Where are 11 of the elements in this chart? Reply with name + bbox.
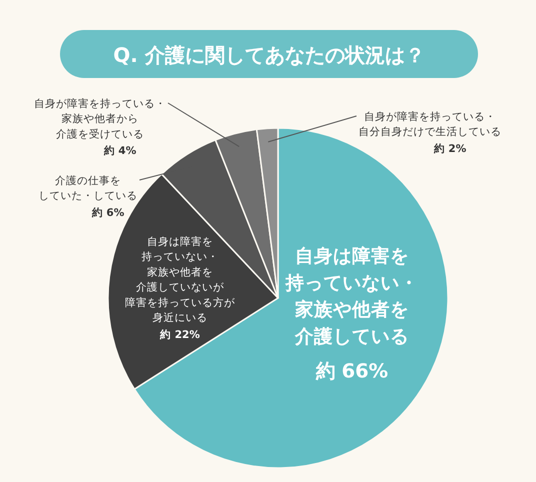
slice-label: 自身が障害を持っている・家族や他者から介護を受けている bbox=[34, 97, 166, 140]
slice-label: 自身が障害を持っている・自分自身だけで生活している bbox=[358, 110, 502, 138]
data-label: 約 22% bbox=[159, 328, 200, 341]
data-label: 約 6% bbox=[90, 206, 125, 219]
data-label: 約 4% bbox=[102, 144, 137, 158]
data-label: 約 66% bbox=[314, 359, 388, 382]
slice-label: 自身は障害を持っていない・家族や他者を介護していないが障害を持っている方が身近にいる bbox=[125, 235, 236, 324]
chart-title: Q. 介護に関してあなたの状況は？ bbox=[113, 43, 425, 67]
data-label: 約 2% bbox=[432, 142, 467, 155]
slice-label: 介護の仕事をしていた・している bbox=[38, 174, 138, 202]
slice-label: 自身は障害を持っていない・家族や他者を介護している bbox=[284, 245, 418, 348]
